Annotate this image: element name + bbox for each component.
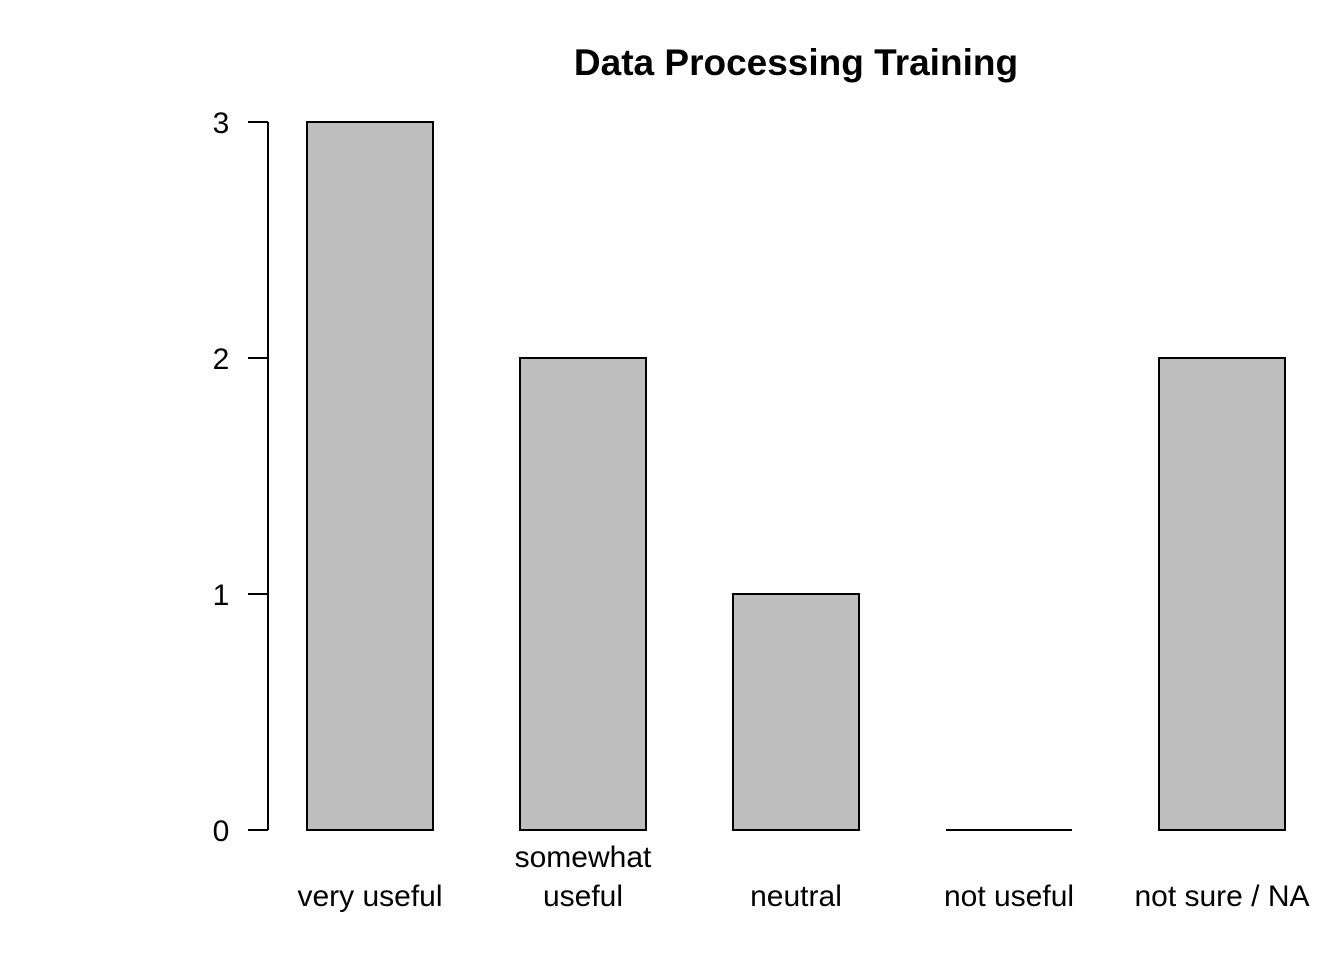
bar	[306, 121, 434, 831]
x-tick-label: not sure / NA	[1134, 880, 1309, 913]
bars	[306, 121, 1286, 831]
chart-title: Data Processing Training	[574, 42, 1018, 83]
bar	[1158, 357, 1286, 831]
x-tick-label: very useful	[297, 880, 442, 913]
bar	[519, 357, 647, 831]
x-tick-label: somewhat	[515, 841, 652, 874]
bar	[732, 593, 860, 831]
x-tick-label: useful	[543, 880, 623, 913]
x-tick-label: neutral	[750, 880, 842, 913]
y-tick-label: 1	[213, 579, 230, 612]
x-axis-labels: very useful somewhat useful neutral not usef…	[297, 841, 1309, 913]
y-tick-label: 3	[213, 107, 230, 140]
y-axis: 0 1 2 3	[213, 107, 269, 848]
x-tick-label: not useful	[944, 880, 1074, 913]
y-tick-label: 2	[213, 343, 230, 376]
y-tick-label: 0	[213, 815, 230, 848]
